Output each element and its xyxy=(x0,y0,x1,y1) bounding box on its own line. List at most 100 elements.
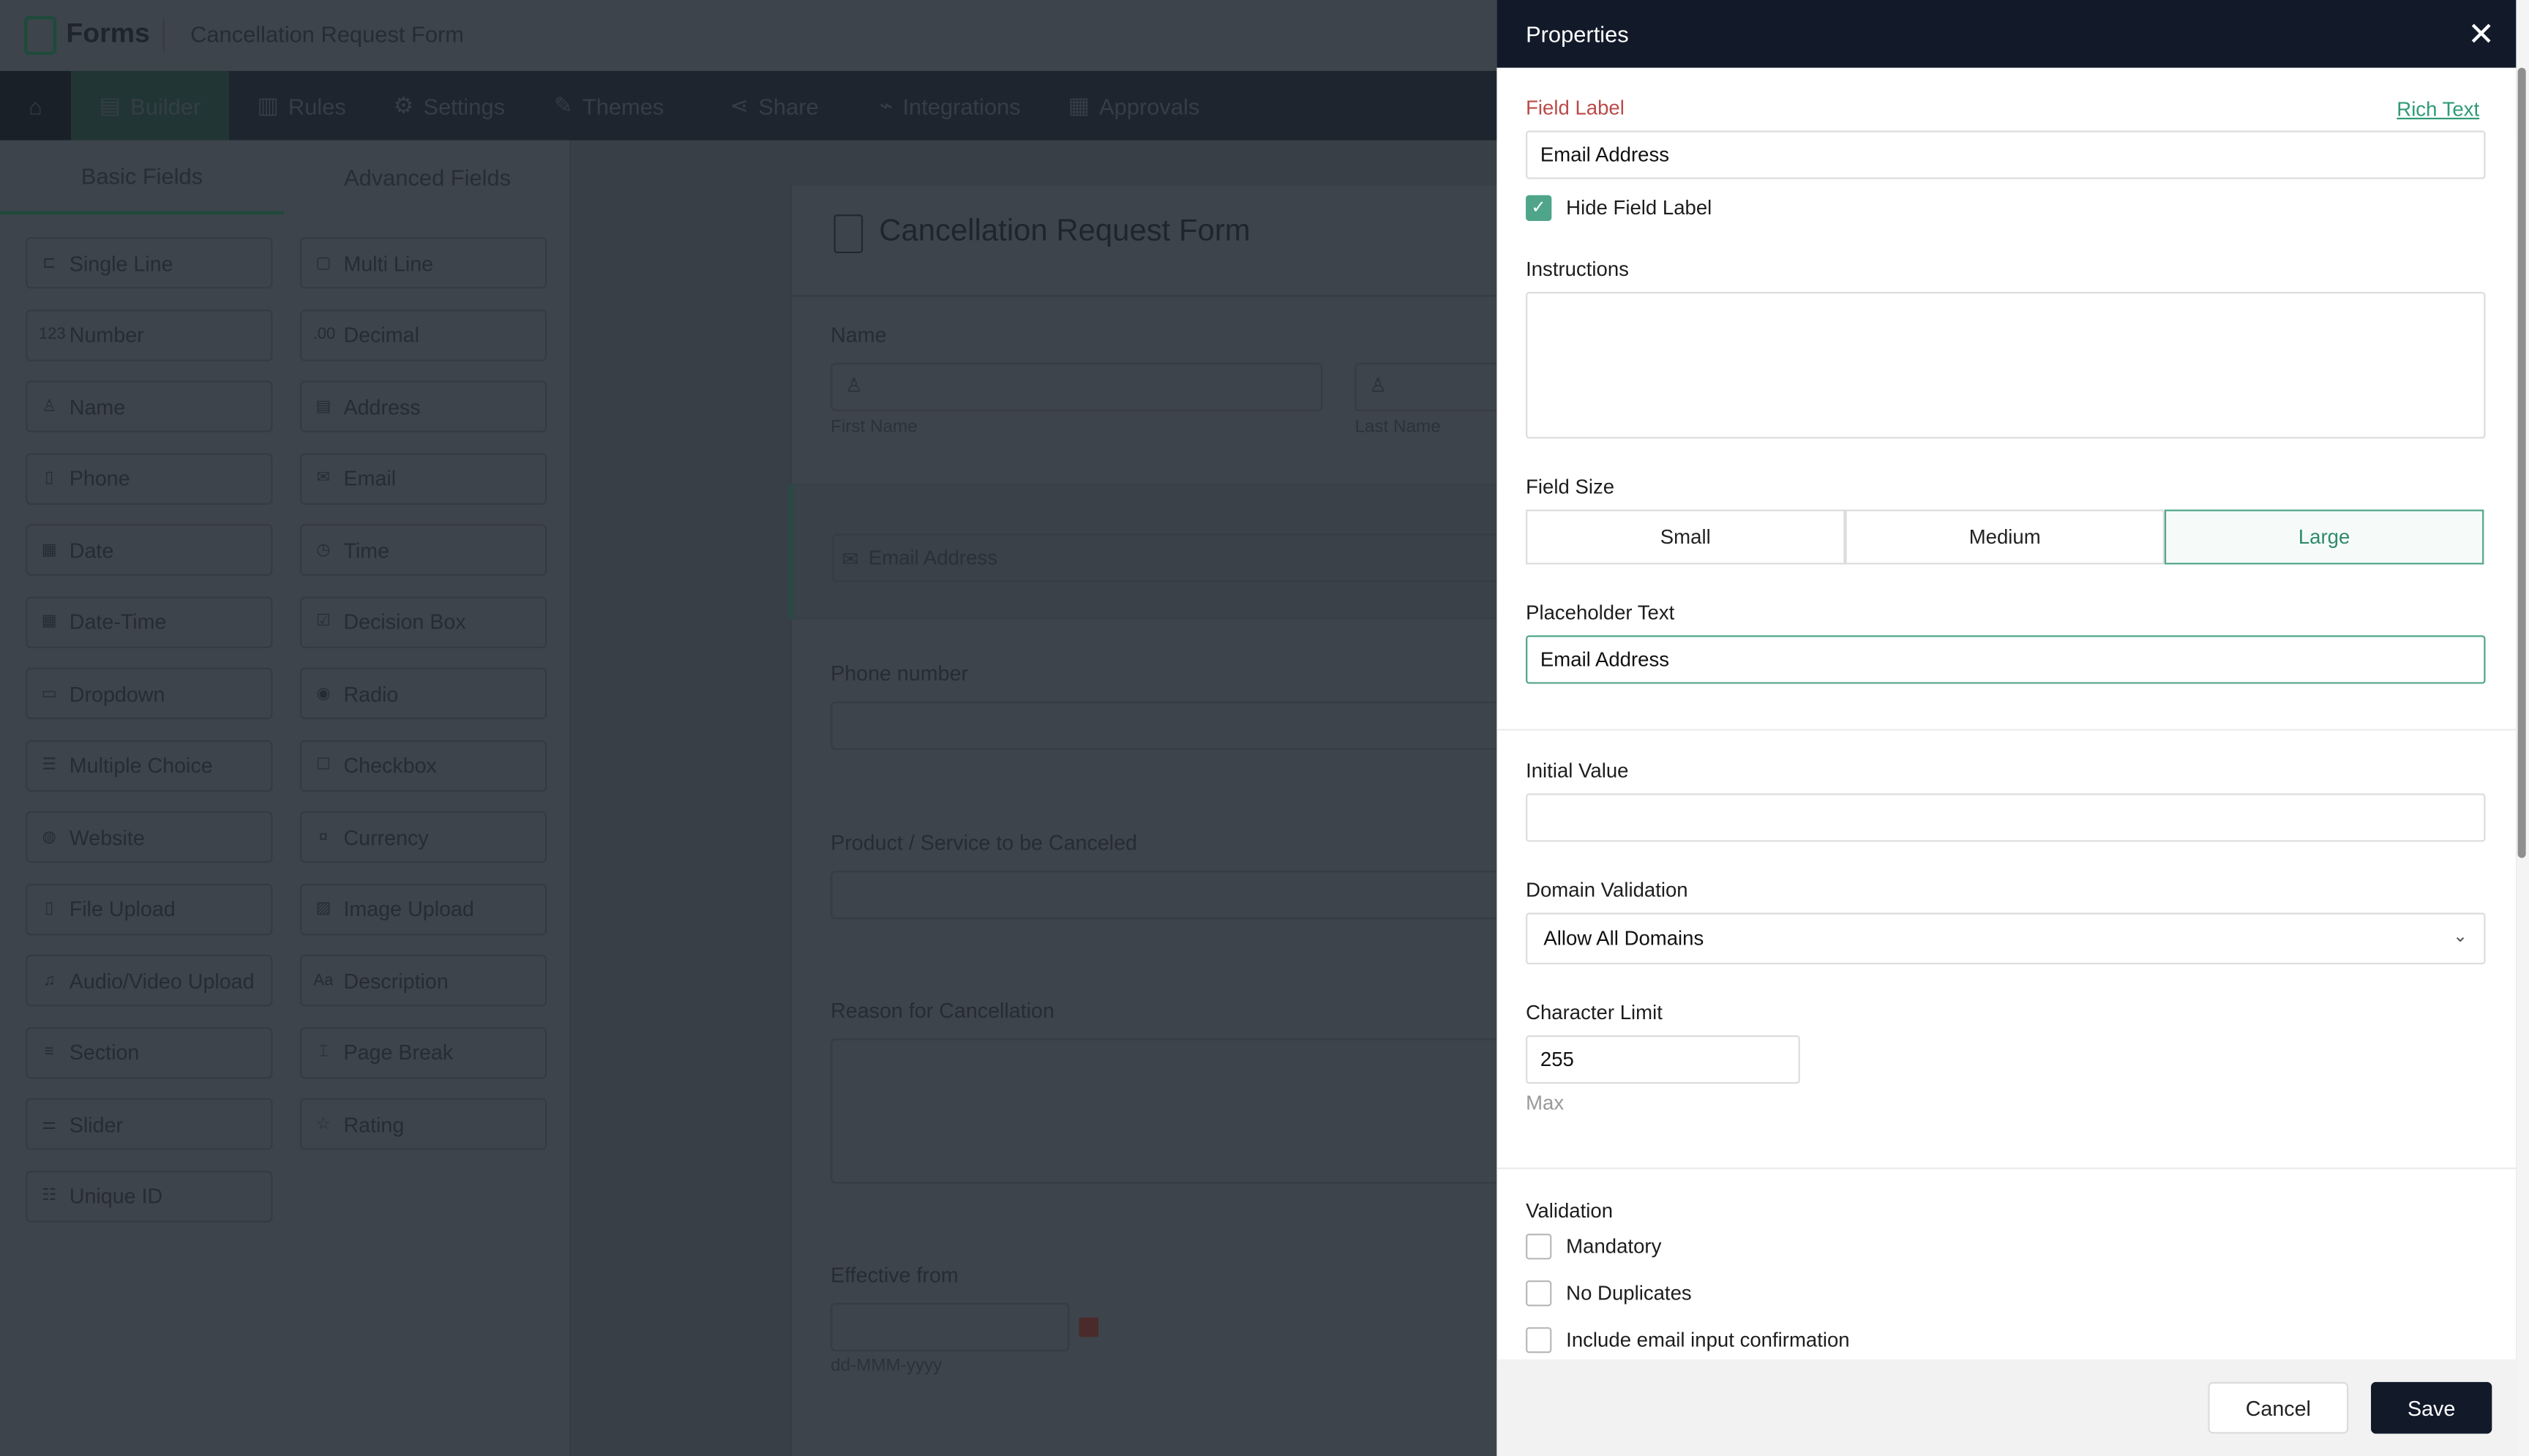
selected-email-field[interactable]: ✉ Email Address xyxy=(788,484,1510,620)
field-unique-id[interactable]: ☷ Unique ID xyxy=(26,1170,273,1222)
panel-header: Properties ✕ xyxy=(1496,0,2517,68)
domain-value: Allow All Domains xyxy=(1543,927,1704,950)
field-file-upload[interactable]: ▯ File Upload xyxy=(26,882,273,935)
nav-builder[interactable]: ▤ Builder xyxy=(70,70,229,140)
field-time[interactable]: ◷ Time xyxy=(299,524,547,576)
field-label: Date-Time xyxy=(69,609,167,634)
home-icon[interactable]: ⌂ xyxy=(0,70,71,140)
field-image-upload[interactable]: ▨ Image Upload xyxy=(299,882,547,935)
form-name[interactable]: Cancellation Request Form xyxy=(190,20,464,47)
email-confirmation-checkbox[interactable] xyxy=(1526,1326,1552,1354)
hide-field-label-text: Hide Field Label xyxy=(1566,196,1712,219)
field-size-label: Field Size xyxy=(1526,476,1615,499)
no-duplicates-checkbox[interactable] xyxy=(1526,1280,1552,1307)
field-label: Page Break xyxy=(343,1040,454,1065)
brush-icon: ✎ xyxy=(553,91,573,118)
field-number[interactable]: 123 Number xyxy=(26,309,273,361)
nav-label: Rules xyxy=(288,92,346,119)
field-type-icon: 123 xyxy=(38,326,66,344)
initial-value-label: Initial Value xyxy=(1526,759,1629,782)
nav-themes[interactable]: ✎ Themes xyxy=(524,71,693,140)
field-single-line[interactable]: ⊏ Single Line xyxy=(26,237,273,289)
close-icon[interactable]: ✕ xyxy=(2468,18,2495,53)
initial-value-input[interactable] xyxy=(1526,793,2486,842)
field-type-icon: ⌶ xyxy=(318,1043,329,1062)
character-limit-input[interactable]: 255 xyxy=(1526,1035,1800,1084)
size-large-button[interactable]: Large xyxy=(2164,509,2484,565)
hide-field-label-checkbox[interactable]: ✓ xyxy=(1526,195,1552,221)
field-phone[interactable]: ▯ Phone xyxy=(26,452,273,504)
nav-approvals[interactable]: ▦ Approvals xyxy=(1045,71,1222,140)
field-section[interactable]: ≡ Section xyxy=(26,1026,273,1078)
field-date-time[interactable]: ▦ Date-Time xyxy=(26,596,273,648)
forms-logo-icon xyxy=(24,16,57,55)
field-audio-video-upload[interactable]: ♫ Audio/Video Upload xyxy=(26,954,273,1007)
field-description[interactable]: Aa Description xyxy=(299,954,547,1007)
instructions-textarea[interactable] xyxy=(1526,291,2486,439)
tab-basic-fields[interactable]: Basic Fields xyxy=(0,140,284,215)
email-input[interactable]: ✉ Email Address xyxy=(832,533,1510,582)
field-type-icon: ◉ xyxy=(316,684,331,702)
nav-label: Themes xyxy=(582,92,664,119)
mandatory-text: Mandatory xyxy=(1566,1235,1662,1258)
first-name-input[interactable]: ♙ xyxy=(831,362,1323,412)
last-name-sublabel: Last Name xyxy=(1355,417,1441,438)
reason-textarea[interactable] xyxy=(831,1038,1508,1184)
field-type-icon: Aa xyxy=(313,971,334,990)
cancel-button[interactable]: Cancel xyxy=(2208,1381,2349,1434)
rich-text-link[interactable]: Rich Text xyxy=(2397,98,2480,121)
field-type-icon: ≡ xyxy=(44,1043,54,1062)
field-type-icon: ▦ xyxy=(41,541,57,559)
nav-label: Approvals xyxy=(1099,92,1200,119)
scrollbar-thumb[interactable] xyxy=(2517,67,2526,858)
field-label-heading: Field Label xyxy=(1526,97,1625,120)
nav-settings[interactable]: ⚙ Settings xyxy=(374,71,524,140)
field-slider[interactable]: ⚌ Slider xyxy=(26,1097,273,1150)
tab-advanced-fields[interactable]: Advanced Fields xyxy=(343,164,512,191)
field-type-icon: ▯ xyxy=(45,469,54,487)
date-input[interactable] xyxy=(831,1302,1070,1352)
field-currency[interactable]: ¤ Currency xyxy=(299,811,547,863)
field-label-input[interactable]: Email Address xyxy=(1526,130,2486,179)
person-icon: ♙ xyxy=(844,374,863,397)
field-name[interactable]: ♙ Name xyxy=(26,380,273,432)
name-label: Name xyxy=(831,322,887,347)
field-checkbox[interactable]: ☐ Checkbox xyxy=(299,739,547,792)
no-duplicates-text: No Duplicates xyxy=(1566,1282,1692,1305)
field-email[interactable]: ✉ Email xyxy=(299,452,547,504)
field-website[interactable]: ◍ Website xyxy=(26,811,273,863)
nav-integrations[interactable]: ⌁ Integrations xyxy=(855,71,1045,140)
domain-validation-select[interactable]: Allow All Domains ⌄ xyxy=(1526,912,2486,965)
field-type-icon: ⊏ xyxy=(42,254,56,272)
phone-input[interactable] xyxy=(831,701,1508,750)
product-label: Product / Service to be Canceled xyxy=(831,830,1138,855)
field-multi-line[interactable]: ▢ Multi Line xyxy=(299,237,547,289)
field-date[interactable]: ▦ Date xyxy=(26,524,273,576)
mandatory-checkbox[interactable] xyxy=(1526,1234,1552,1260)
field-multiple-choice[interactable]: ☰ Multiple Choice xyxy=(26,739,273,792)
field-page-break[interactable]: ⌶ Page Break xyxy=(299,1026,547,1078)
field-dropdown[interactable]: ▭ Dropdown xyxy=(26,667,273,720)
size-small-button[interactable]: Small xyxy=(1526,509,1846,565)
save-button[interactable]: Save xyxy=(2371,1381,2492,1434)
size-medium-button[interactable]: Medium xyxy=(1845,509,2165,565)
calendar-icon[interactable] xyxy=(1079,1317,1098,1337)
instructions-label: Instructions xyxy=(1526,258,1629,281)
field-decimal[interactable]: .00 Decimal xyxy=(299,309,547,361)
field-label: Time xyxy=(343,538,390,563)
field-address[interactable]: ▤ Address xyxy=(299,380,547,432)
nav-share[interactable]: ⋖ Share xyxy=(694,71,855,140)
field-label: Multiple Choice xyxy=(69,753,213,778)
field-radio[interactable]: ◉ Radio xyxy=(299,667,547,720)
field-type-icon: ▨ xyxy=(315,899,331,918)
product-input[interactable] xyxy=(831,871,1508,920)
field-rating[interactable]: ☆ Rating xyxy=(299,1097,547,1150)
placeholder-input[interactable]: Email Address xyxy=(1526,635,2486,684)
last-name-input[interactable]: ♙ xyxy=(1355,362,1516,412)
nav-rules[interactable]: ▥ Rules xyxy=(229,71,374,140)
field-decision-box[interactable]: ☑ Decision Box xyxy=(299,596,547,648)
field-label: Currency xyxy=(343,825,429,849)
field-type-icon: ▤ xyxy=(315,397,331,416)
builder-icon: ▤ xyxy=(99,91,121,118)
